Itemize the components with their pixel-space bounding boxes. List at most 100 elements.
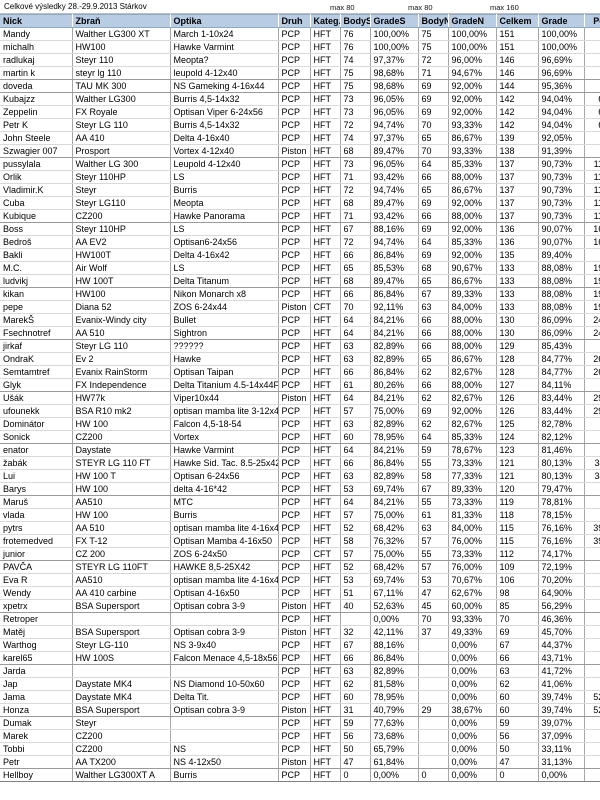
cell-druh[interactable]: Piston [278,625,311,639]
cell-kateg[interactable]: HFT [310,157,341,171]
cell-zbra[interactable]: Diana 52 [72,300,171,314]
cell-nick[interactable]: pussylala [0,157,73,171]
cell-celkem[interactable]: 137 [496,183,539,197]
table-row[interactable]: Orlik Steyr 110HP LS PCP HFT 71 93,42% 66 88,00%… [0,170,600,184]
cell-po-ad[interactable]: 26.-27. [584,365,600,379]
cell-kateg[interactable]: HFT [310,469,341,483]
cell-druh[interactable]: PCP [278,209,311,223]
cell-optika[interactable]: Delta Titanum [170,274,279,288]
cell-grades[interactable]: 92,11% [370,300,419,314]
cell-graden[interactable]: 86,67% [448,131,497,145]
table-row[interactable]: Vladimir.K Steyr Burris PCP HFT 72 94,74% 65 86,… [0,183,600,197]
cell-celkem[interactable]: 138 [496,144,539,158]
cell-kateg[interactable]: HFT [310,586,341,600]
cell-po-ad[interactable]: 11.-15. [584,170,600,184]
cell-druh[interactable]: Piston [278,300,311,314]
cell-bodyn[interactable]: 64 [418,430,449,444]
cell-zbra[interactable]: HW 100S [72,651,171,665]
cell-grade[interactable]: 33,11% [538,742,585,756]
cell-grade[interactable]: 96,69% [538,53,585,67]
cell-grades[interactable]: 81,58% [370,677,419,691]
cell-druh[interactable]: PCP [278,157,311,171]
table-row[interactable]: Bakli HW100T Delta 4-16x42 PCP HFT 66 86,84% 69… [0,248,600,262]
cell-grades[interactable]: 84,21% [370,326,419,340]
cell-po-ad[interactable]: 25. [584,339,600,353]
cell-kateg[interactable]: HFT [310,703,341,717]
cell-grade[interactable]: 90,73% [538,183,585,197]
cell-bodyn[interactable]: 65 [418,352,449,366]
cell-kateg[interactable]: HFT [310,755,341,769]
cell-grade[interactable]: 90,07% [538,235,585,249]
cell-druh[interactable]: PCP [278,339,311,353]
table-row[interactable]: Hellboy Walther LG300XT A Burris PCP HFT 0 0,0… [0,768,600,782]
cell-druh[interactable]: PCP [278,651,311,665]
cell-grade[interactable]: 31,13% [538,755,585,769]
table-row[interactable]: karel65 HW 100S Falcon Menace 4,5-18x56 PCP… [0,651,600,665]
cell-nick[interactable]: PAVČA [0,560,73,574]
cell-zbra[interactable]: Steyr 110HP [72,222,171,236]
cell-bodys[interactable]: 65 [340,261,371,275]
cell-kateg[interactable]: HFT [310,664,341,678]
cell-grade[interactable]: 88,08% [538,287,585,301]
cell-kateg[interactable]: HFT [310,742,341,756]
cell-po-ad[interactable]: 52.-53. [584,690,600,704]
cell-bodys[interactable]: 75 [340,79,371,93]
cell-po-ad[interactable]: 6.-8. [584,105,600,119]
cell-bodys[interactable]: 58 [340,534,371,548]
cell-kateg[interactable]: HFT [310,131,341,145]
cell-zbra[interactable]: AA510 [72,573,171,587]
cell-grade[interactable]: 44,37% [538,638,585,652]
cell-graden[interactable]: 88,00% [448,170,497,184]
cell-bodyn[interactable]: 53 [418,573,449,587]
cell-grades[interactable]: 96,05% [370,92,419,106]
cell-nick[interactable]: frotemedved [0,534,73,548]
cell-graden[interactable]: 93,33% [448,144,497,158]
table-row[interactable]: Bedroš AA EV2 Optisan6-24x56 PCP HFT 72 94,74%… [0,235,600,249]
cell-optika[interactable]: Optisan 6-24x56 [170,469,279,483]
cell-kateg[interactable]: HFT [310,482,341,496]
cell-bodyn[interactable]: 66 [418,326,449,340]
cell-optika[interactable]: delta 4-16*42 [170,482,279,496]
table-row[interactable]: Eva R AA510 optisan mamba lite 4-16x44 PCP H… [0,573,600,587]
cell-grades[interactable]: 67,11% [370,586,419,600]
cell-bodyn[interactable]: 70 [418,612,449,626]
cell-zbra[interactable]: AA 410 carbine [72,586,171,600]
cell-zbra[interactable]: Daystate MK4 [72,690,171,704]
cell-bodys[interactable]: 60 [340,430,371,444]
cell-optika[interactable]: Vortex 4-12x40 [170,144,279,158]
cell-optika[interactable]: optisan mamba lite 4-16x44 [170,573,279,587]
cell-bodyn[interactable] [418,651,449,665]
cell-bodyn[interactable]: 57 [418,560,449,574]
cell-graden[interactable]: 82,67% [448,391,497,405]
cell-celkem[interactable]: 121 [496,469,539,483]
cell-celkem[interactable]: 67 [496,638,539,652]
cell-optika[interactable]: Optisan 4-16x50 [170,586,279,600]
cell-bodyn[interactable]: 70 [418,118,449,132]
cell-celkem[interactable]: 127 [496,378,539,392]
table-row[interactable]: M.C. Air Wolf LS PCP HFT 65 85,53% 68 90,67% 133 8… [0,261,600,275]
cell-kateg[interactable]: HFT [310,144,341,158]
cell-grade[interactable]: 82,12% [538,430,585,444]
cell-grades[interactable]: 78,95% [370,430,419,444]
cell-graden[interactable]: 0,00% [448,768,497,782]
cell-grades[interactable]: 98,68% [370,66,419,80]
cell-nick[interactable]: Jap [0,677,73,691]
cell-grade[interactable]: 94,04% [538,118,585,132]
cell-graden[interactable]: 82,67% [448,365,497,379]
cell-grade[interactable]: 37,09% [538,729,585,743]
table-row[interactable]: ufounekk BSA R10 mk2 optisan mamba lite 3-… [0,404,600,418]
cell-po-ad[interactable]: 51. [584,677,600,691]
cell-nick[interactable]: Szwagier 007 [0,144,73,158]
cell-grade[interactable]: 56,29% [538,599,585,613]
cell-grades[interactable]: 96,05% [370,105,419,119]
cell-po-ad[interactable]: 52.-53. [584,703,600,717]
cell-bodys[interactable]: 63 [340,352,371,366]
cell-kateg[interactable]: HFT [310,651,341,665]
cell-nick[interactable]: xpetrx [0,599,73,613]
cell-po-ad[interactable]: 29.-30. [584,391,600,405]
cell-grade[interactable]: 90,73% [538,196,585,210]
cell-bodyn[interactable]: 65 [418,131,449,145]
cell-grade[interactable]: 76,16% [538,534,585,548]
cell-graden[interactable]: 89,33% [448,482,497,496]
